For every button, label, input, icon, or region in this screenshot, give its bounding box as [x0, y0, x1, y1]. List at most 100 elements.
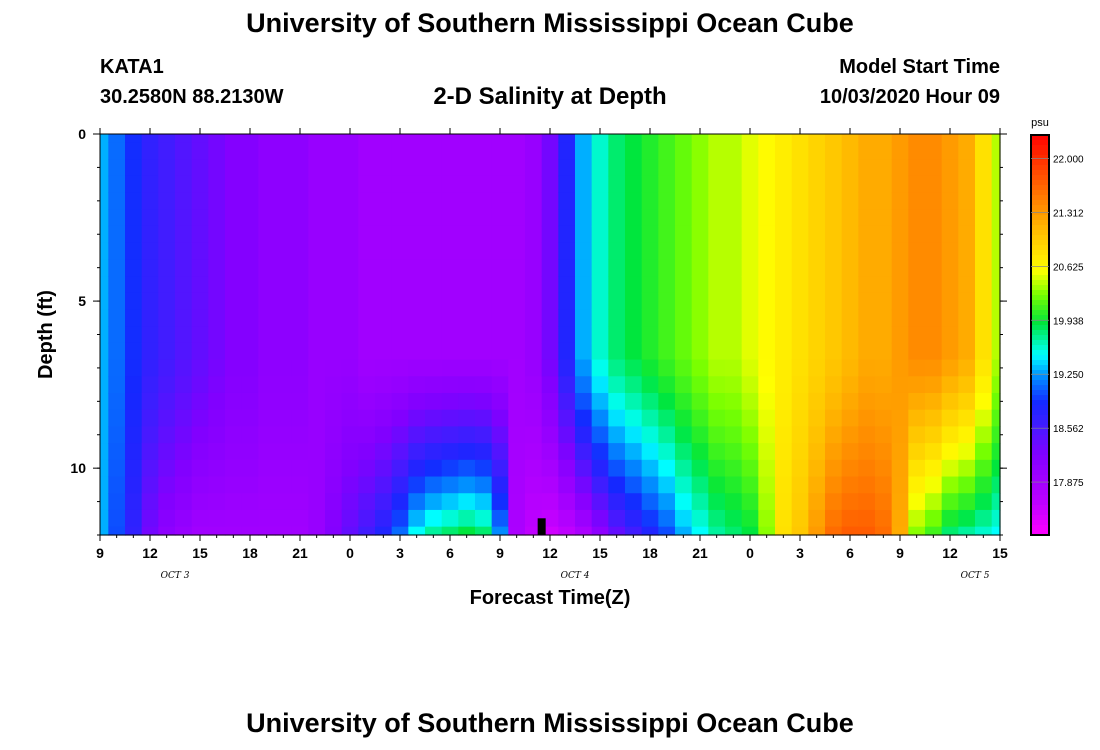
- heatmap-cell: [541, 276, 559, 294]
- heatmap-cell: [708, 476, 726, 494]
- heatmap-cell: [208, 309, 226, 327]
- heatmap-cell: [991, 192, 1001, 210]
- heatmap-cell: [491, 159, 509, 177]
- heatmap-cell: [941, 209, 959, 227]
- heatmap-cell: [100, 242, 109, 260]
- heatmap-cell: [858, 342, 876, 361]
- heatmap-cell: [625, 443, 643, 461]
- heatmap-cell: [441, 509, 459, 528]
- heatmap-cell: [725, 159, 743, 177]
- heatmap-cell: [458, 443, 476, 461]
- heatmap-cell: [658, 476, 676, 494]
- heatmap-cell: [408, 276, 426, 294]
- heatmap-cell: [841, 292, 859, 311]
- heatmap-cell: [708, 159, 726, 177]
- heatmap-cell: [641, 225, 659, 244]
- heatmap-cell: [541, 326, 559, 344]
- heatmap-cell: [741, 526, 759, 536]
- heatmap-cell: [691, 225, 709, 244]
- heatmap-cell: [341, 509, 359, 528]
- heatmap-cell: [558, 409, 576, 427]
- heatmap-cell: [100, 159, 109, 177]
- heatmap-cell: [891, 476, 909, 494]
- heatmap-cell: [158, 459, 176, 478]
- heatmap-cell: [875, 443, 893, 461]
- heatmap-cell: [291, 493, 309, 511]
- heatmap-cell: [158, 134, 176, 143]
- heatmap-cell: [575, 359, 593, 377]
- heatmap-cell: [325, 376, 343, 394]
- heatmap-cell: [308, 192, 326, 210]
- heatmap-cell: [675, 376, 693, 394]
- heatmap-cell: [125, 159, 143, 177]
- heatmap-cell: [225, 326, 243, 344]
- heatmap-cell: [491, 242, 509, 260]
- heatmap-cell: [675, 209, 693, 227]
- heatmap-cell: [391, 309, 409, 327]
- heatmap-cell: [225, 392, 243, 411]
- heatmap-cell: [508, 309, 526, 327]
- chart-subtitle: 2-D Salinity at Depth: [433, 83, 667, 110]
- heatmap-cell: [675, 392, 693, 411]
- heatmap-cell: [475, 526, 493, 536]
- heatmap-cell: [591, 242, 609, 260]
- heatmap-cell: [341, 526, 359, 536]
- heatmap-cell: [575, 409, 593, 427]
- heatmap-cell: [241, 209, 259, 227]
- heatmap-cell: [908, 259, 926, 277]
- heatmap-cell: [908, 359, 926, 377]
- heatmap-cell: [741, 326, 759, 344]
- heatmap-cell: [725, 259, 743, 277]
- heatmap-cell: [108, 292, 126, 311]
- heatmap-cell: [208, 209, 226, 227]
- heatmap-cell: [541, 142, 559, 160]
- heatmap-cell: [408, 142, 426, 160]
- heatmap-cell: [291, 376, 309, 394]
- heatmap-cell: [641, 526, 659, 536]
- heatmap-cell: [108, 493, 126, 511]
- heatmap-cell: [608, 259, 626, 277]
- heatmap-cell: [808, 409, 826, 427]
- heatmap-cell: [341, 225, 359, 244]
- colorbar-segment: [1031, 475, 1049, 481]
- x-tick-label: 6: [446, 545, 454, 561]
- x-tick-label: 9: [96, 545, 104, 561]
- heatmap-cell: [408, 342, 426, 361]
- heatmap-cell: [808, 526, 826, 536]
- heatmap-cell: [100, 142, 109, 160]
- heatmap-cell: [858, 476, 876, 494]
- heatmap-cell: [358, 459, 376, 478]
- heatmap-cell: [858, 309, 876, 327]
- heatmap-cell: [725, 359, 743, 377]
- heatmap-cell: [958, 359, 976, 377]
- heatmap-cell: [100, 476, 109, 494]
- heatmap-cell: [258, 225, 276, 244]
- heatmap-cell: [925, 142, 943, 160]
- heatmap-cell: [225, 509, 243, 528]
- heatmap-cell: [675, 192, 693, 210]
- heatmap-cell: [208, 459, 226, 478]
- heatmap-cell: [591, 376, 609, 394]
- heatmap-cell: [641, 426, 659, 444]
- heatmap-cell: [591, 426, 609, 444]
- heatmap-cell: [291, 159, 309, 177]
- heatmap-cell: [108, 259, 126, 277]
- heatmap-cell: [975, 359, 993, 377]
- heatmap-cell: [975, 392, 993, 411]
- heatmap-cell: [991, 443, 1001, 461]
- heatmap-cell: [191, 476, 209, 494]
- heatmap-cell: [791, 175, 809, 194]
- heatmap-cell: [825, 409, 843, 427]
- heatmap-cell: [925, 192, 943, 210]
- heatmap-cell: [891, 225, 909, 244]
- heatmap-cell: [291, 192, 309, 210]
- heatmap-cell: [991, 392, 1001, 411]
- colorbar-segment: [1031, 265, 1049, 271]
- heatmap-cell: [625, 159, 643, 177]
- heatmap-cell: [191, 134, 209, 143]
- heatmap-cell: [891, 192, 909, 210]
- heatmap-cell: [458, 409, 476, 427]
- heatmap-cell: [108, 409, 126, 427]
- heatmap-cell: [958, 192, 976, 210]
- heatmap-cell: [175, 259, 193, 277]
